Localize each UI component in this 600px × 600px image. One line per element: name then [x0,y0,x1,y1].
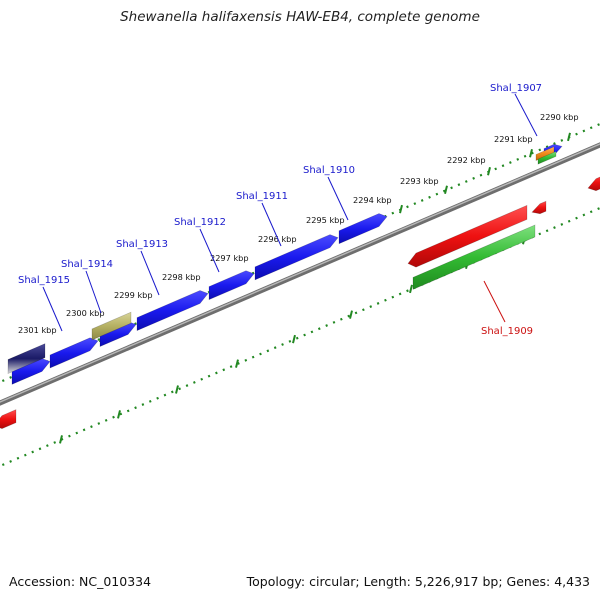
kbp-label: 2291 kbp [494,134,533,144]
gene-block-reverse [407,204,528,268]
gene-block-reverse [531,200,547,215]
gene-block-reverse [0,409,17,429]
inner-major-tick [175,385,179,394]
outer-major-tick [444,185,448,195]
gene-block-forward [338,213,388,245]
gene-label: Shal_1915 [18,275,70,286]
kbp-label: 2294 kbp [353,195,392,205]
gene-block-forward [136,290,209,332]
inner-major-tick [235,359,239,368]
gene-label: Shal_1910 [303,165,355,176]
gene-label: Shal_1911 [236,191,288,202]
outer-major-tick [399,204,403,214]
genome-backbone-highlight [0,143,600,403]
gene-block-reverse [587,176,600,192]
gene-label-leader [483,280,506,323]
gene-label-leader [42,286,63,332]
gene-block-forward [208,270,255,301]
kbp-label: 2292 kbp [447,155,486,165]
inner-major-tick [409,284,413,294]
kbp-label: 2297 kbp [210,253,249,263]
gene-label-leader [261,202,282,247]
outer-major-tick [567,132,571,142]
feature-block-navy [7,343,46,375]
outer-major-tick [487,167,491,176]
kbp-label: 2300 kbp [66,308,105,318]
outer-tick-line [0,122,600,384]
gene-block-forward [49,337,99,369]
gene-label: Shal_1914 [61,259,113,270]
gene-block-reverse-track2 [412,224,536,290]
feature-block-olive [91,311,132,341]
accession-text: Accession: NC_010334 [9,574,152,589]
inner-major-tick [349,310,353,319]
gene-label: Shal_1912 [174,217,226,228]
genome-backbone [0,142,600,406]
inner-major-tick [117,410,121,419]
inner-major-tick [292,334,296,344]
gene-label: Shal_1907 [490,83,542,94]
gene-label-leader [327,176,349,221]
outer-major-tick [529,148,533,158]
kbp-label: 2290 kbp [540,112,579,122]
gene-label-leader [514,93,538,137]
kbp-label: 2299 kbp [114,290,153,300]
genome-summary-text: Topology: circular; Length: 5,226,917 bp… [246,574,590,589]
map-title: Shewanella halifaxensis HAW-EB4, complet… [120,9,480,25]
gene-label-leader [199,228,220,273]
gene-block-forward [254,234,339,281]
gene-label-leader [140,250,160,296]
kbp-label: 2293 kbp [400,176,439,186]
gene-label-leader [85,270,102,314]
kbp-label: 2296 kbp [258,234,297,244]
gene-label: Shal_1909 [481,326,533,337]
feature-block-green-small [537,150,557,165]
kbp-label: 2301 kbp [18,325,57,335]
kbp-label: 2298 kbp [162,272,201,282]
gene-label: Shal_1913 [116,239,168,250]
kbp-label: 2295 kbp [306,215,345,225]
inner-major-tick [59,435,63,444]
